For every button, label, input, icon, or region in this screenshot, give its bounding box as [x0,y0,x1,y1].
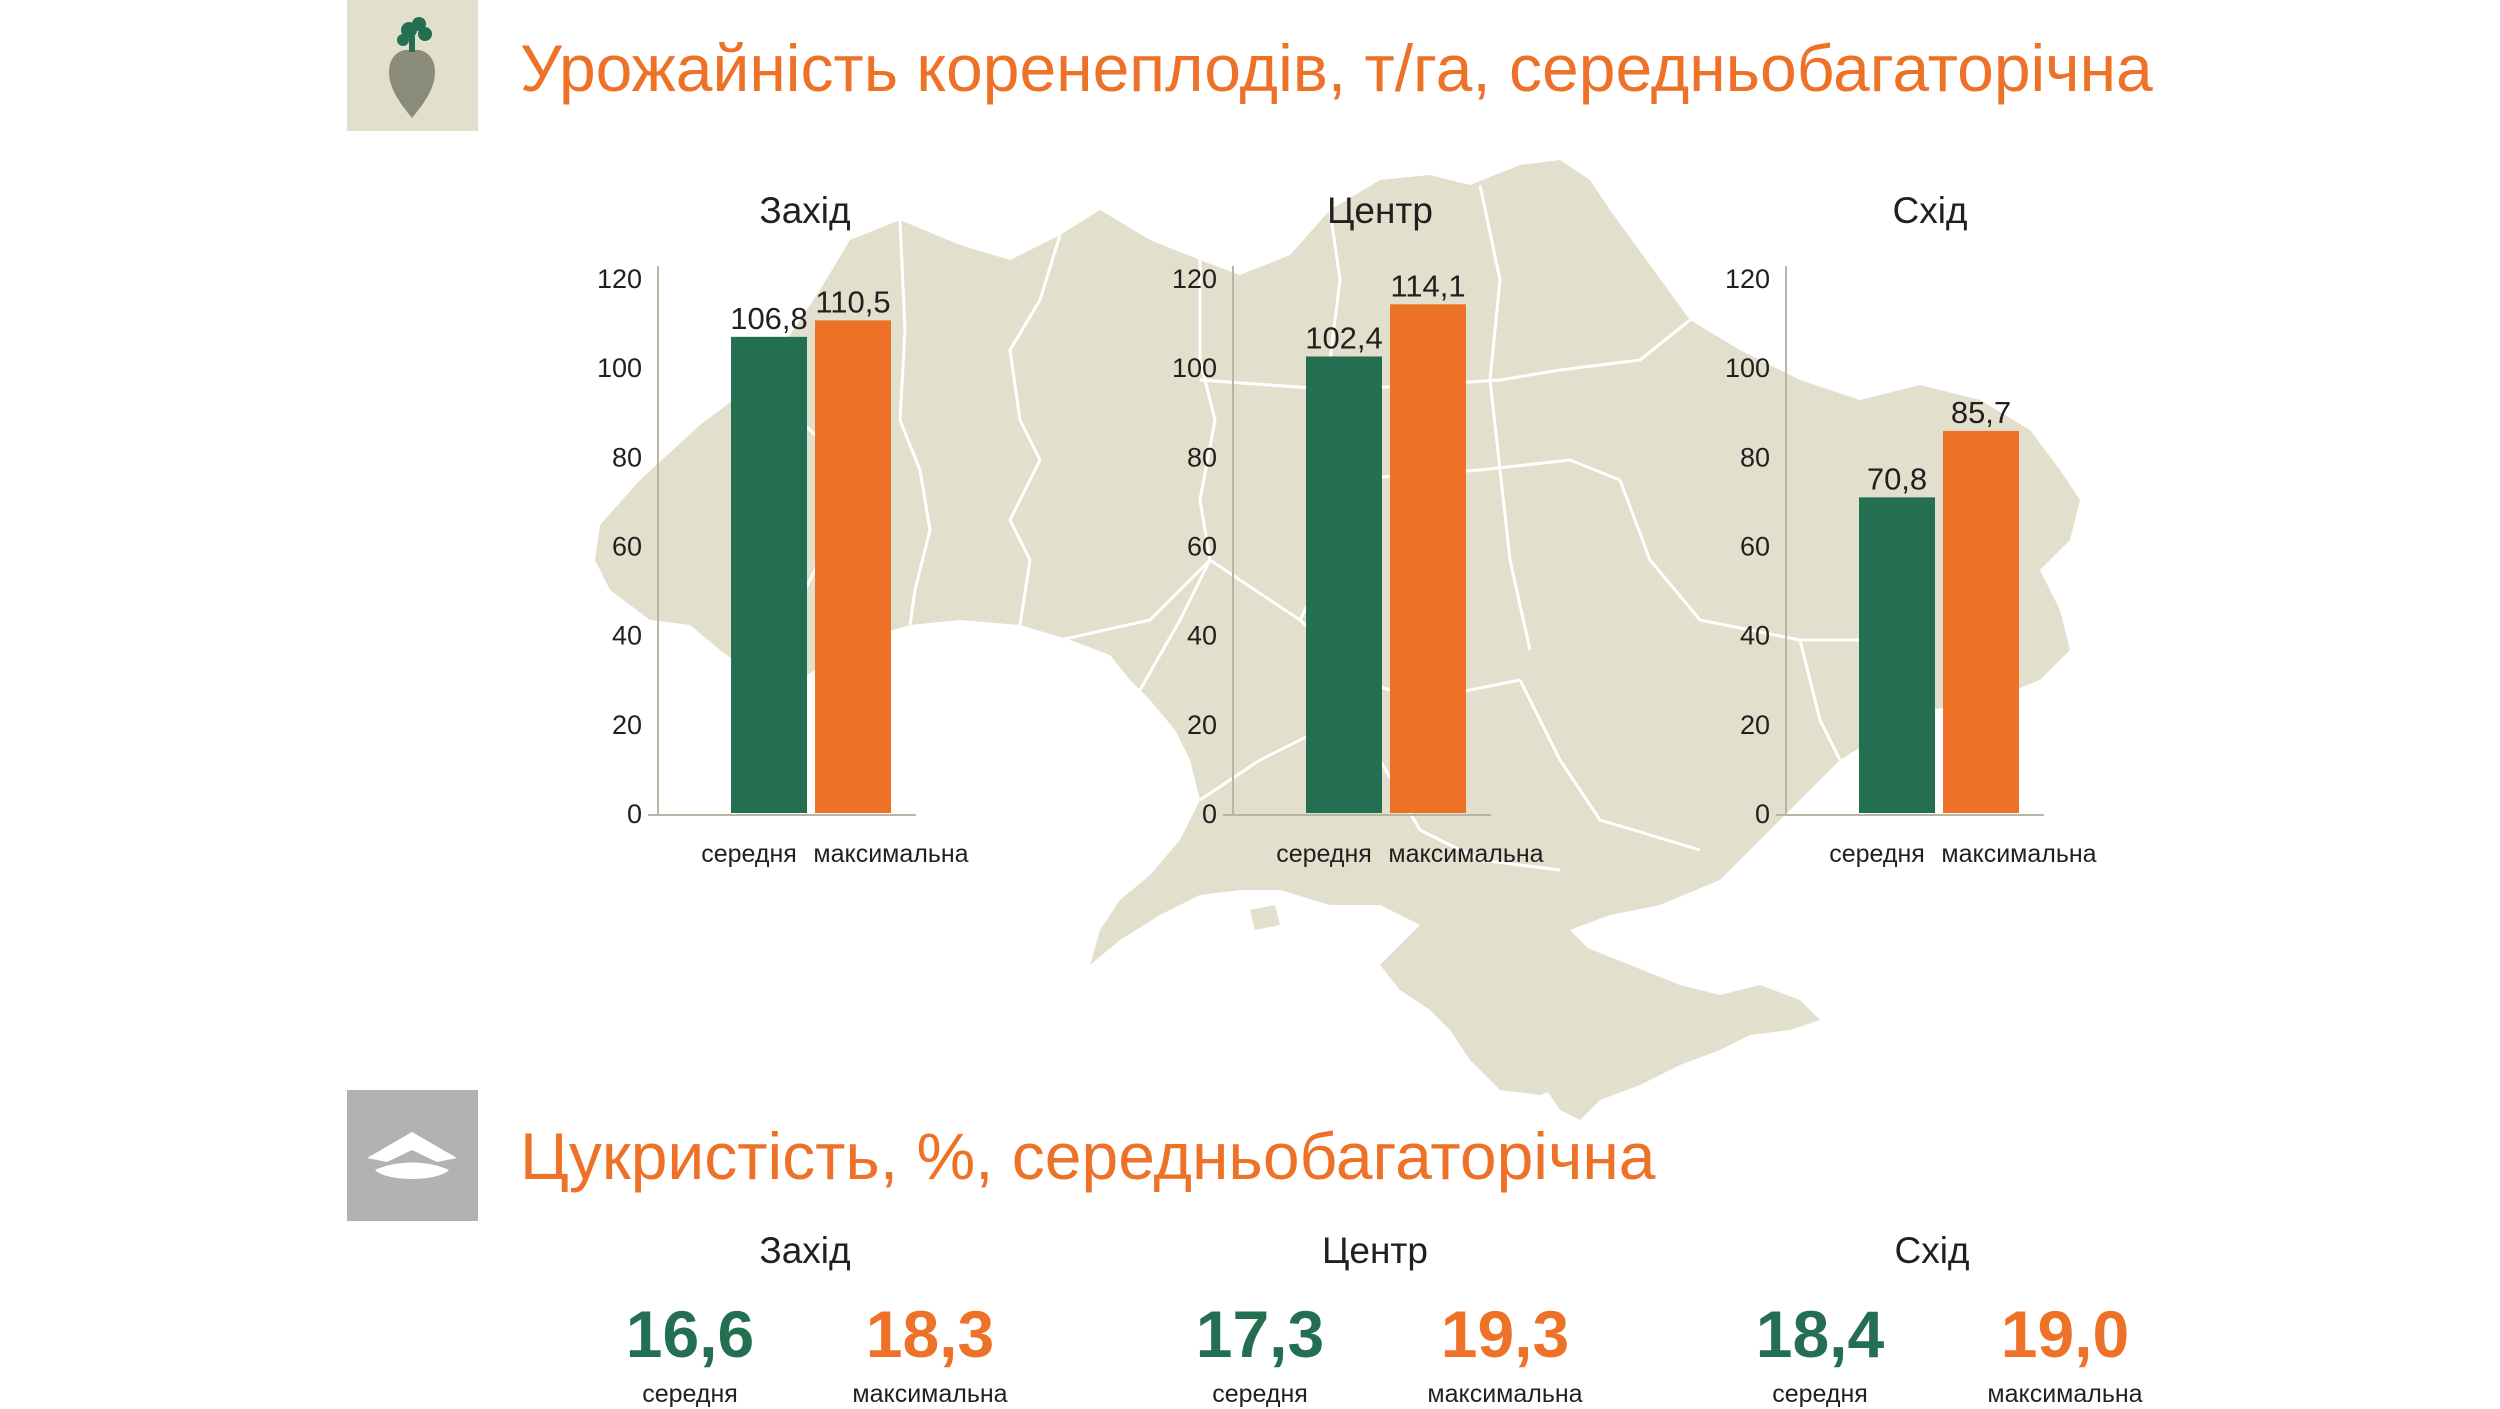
y-tick-label: 120 [1725,264,1770,294]
sugar-maximum-value: 19,0 [2000,1297,2130,1371]
bar-maximum [815,320,891,813]
y-tick-label: 60 [612,532,642,562]
y-tick-label: 80 [1187,442,1217,472]
y-tick-label: 40 [612,621,642,651]
sugar-average-label: середня [1772,1380,1868,1408]
y-tick-label: 0 [1755,799,1770,829]
yield-title: Урожайність коренеплодів, т/га, середньо… [520,31,2153,105]
chart-title: Захід [759,190,851,231]
bar-value-label: 102,4 [1305,320,1383,355]
beet-icon [347,0,478,131]
sugar-average-value: 17,3 [1195,1297,1325,1371]
sugar-maximum-label: максимальна [1987,1380,2143,1408]
sugar-region-title: Захід [759,1230,851,1271]
y-tick-label: 0 [627,799,642,829]
y-tick-label: 20 [612,710,642,740]
sugar-maximum-label: максимальна [852,1380,1008,1408]
map-fragment [1250,905,1280,930]
category-label: максимальна [1941,840,2096,868]
map-fragment [1150,870,1180,900]
y-tick-label: 100 [1172,353,1217,383]
y-tick-label: 0 [1202,799,1217,829]
bar-value-label: 106,8 [730,301,808,336]
y-tick-label: 60 [1187,532,1217,562]
chart-title: Центр [1327,190,1433,231]
bar-value-label: 85,7 [1951,395,2011,430]
y-tick-label: 80 [612,442,642,472]
sugar-maximum-value: 18,3 [865,1297,995,1371]
bar-maximum [1390,304,1466,813]
bar-value-label: 70,8 [1867,461,1927,496]
chart-title: Схід [1892,190,1968,231]
bar-value-label: 110,5 [815,284,890,319]
y-tick-label: 120 [1172,264,1217,294]
y-tick-label: 40 [1740,621,1770,651]
y-tick-label: 20 [1187,710,1217,740]
sugar-average-value: 16,6 [625,1297,755,1371]
sugar-maximum-value: 19,3 [1440,1297,1570,1371]
y-tick-label: 20 [1740,710,1770,740]
sugar-average-value: 18,4 [1755,1297,1885,1371]
bar-value-label: 114,1 [1390,268,1465,303]
category-label: середня [1829,840,1925,868]
bar-average [1306,356,1382,813]
y-tick-label: 40 [1187,621,1217,651]
category-label: середня [1276,840,1372,868]
category-label: максимальна [813,840,968,868]
sugar-region-title: Центр [1322,1230,1428,1271]
sugar-average-label: середня [1212,1380,1308,1408]
category-label: максимальна [1388,840,1543,868]
y-tick-label: 100 [1725,353,1770,383]
sugar-maximum-label: максимальна [1427,1380,1583,1408]
bar-average [1859,497,1935,813]
crimea-shape [1470,945,1820,1120]
sugar-region-title: Схід [1894,1230,1970,1271]
y-tick-label: 80 [1740,442,1770,472]
bar-maximum [1943,430,2019,813]
sugar-title: Цукристість, %, середньобагаторічна [520,1119,1656,1193]
sugar-pile-icon [347,1090,478,1221]
y-tick-label: 120 [597,264,642,294]
bar-average [731,336,807,813]
category-label: середня [701,840,797,868]
y-tick-label: 60 [1740,532,1770,562]
y-tick-label: 100 [597,353,642,383]
sugar-average-label: середня [642,1380,738,1408]
